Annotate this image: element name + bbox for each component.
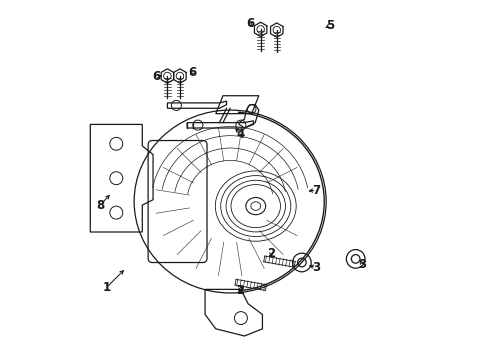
- Text: 2: 2: [267, 247, 275, 260]
- Text: 1: 1: [102, 281, 110, 294]
- Text: 5: 5: [326, 19, 334, 32]
- Ellipse shape: [245, 198, 265, 215]
- Text: 2: 2: [236, 284, 244, 297]
- Text: 6: 6: [188, 66, 196, 79]
- Text: 8: 8: [96, 199, 104, 212]
- Text: 4: 4: [236, 127, 244, 141]
- Text: 3: 3: [311, 261, 320, 274]
- Text: 3: 3: [357, 258, 366, 271]
- Text: 6: 6: [152, 69, 161, 82]
- Text: 6: 6: [245, 17, 253, 30]
- Text: 7: 7: [311, 184, 320, 197]
